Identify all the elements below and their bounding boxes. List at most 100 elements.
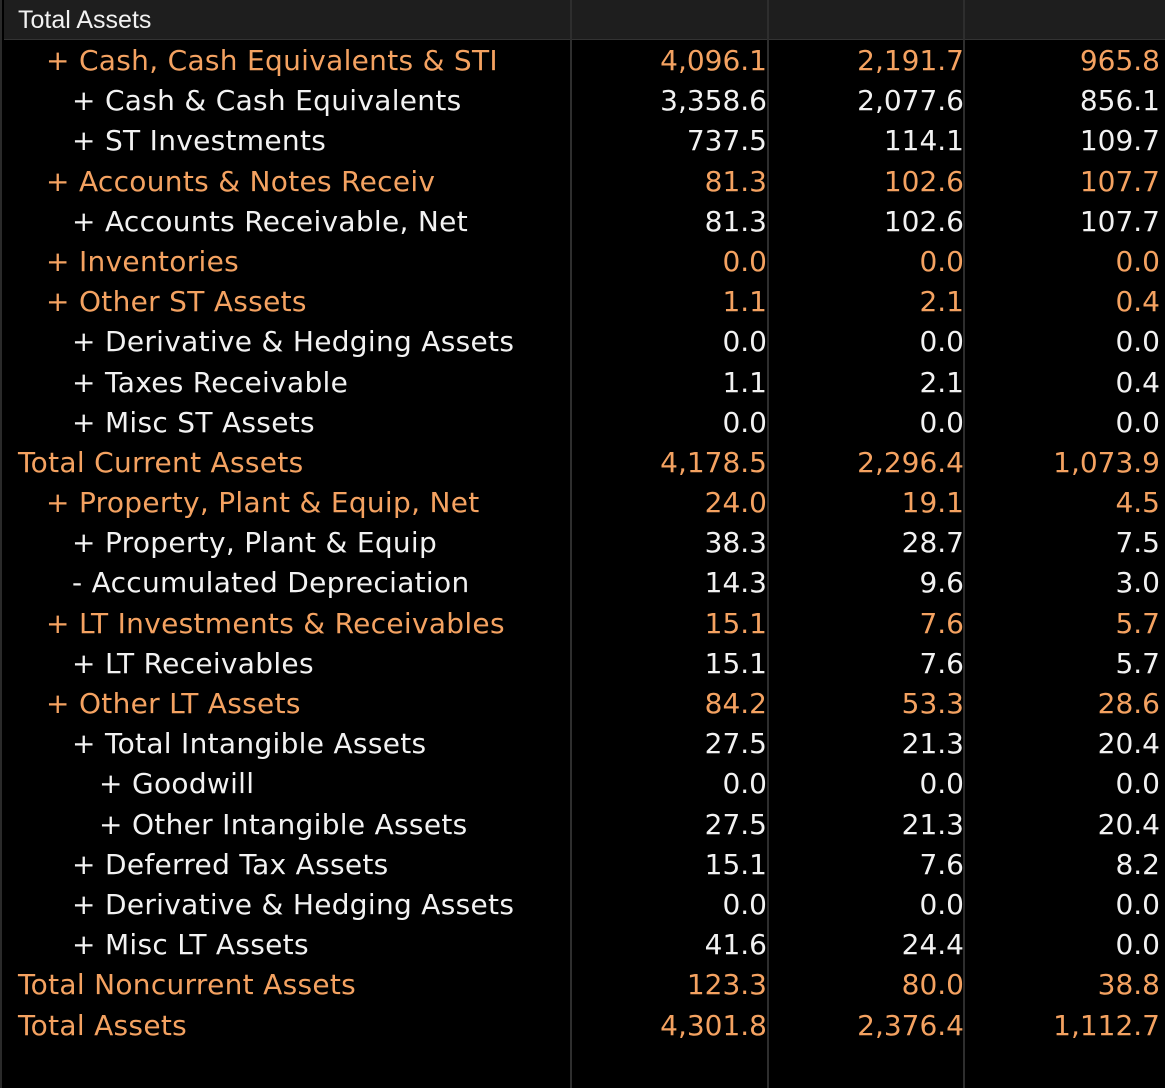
value-cell: 28.6 [1097, 687, 1160, 720]
value-cell: 0.0 [722, 887, 767, 921]
table-row[interactable]: + Total Intangible Assets 27.5 21.3 20.4 [2, 724, 1165, 764]
value-cell: 53.3 [901, 687, 964, 720]
table-row[interactable]: + Property, Plant & Equip, Net 24.0 19.1 4.… [2, 483, 1165, 523]
row-label: + Derivative & Hedging Assets [72, 325, 515, 359]
row-label: + Taxes Receivable [72, 365, 349, 399]
value-cell: 0.0 [1115, 244, 1160, 278]
value-cell: 84.2 [704, 687, 767, 720]
value-cell: 2,376.4 [857, 1008, 964, 1042]
value-cell: 4.5 [1115, 486, 1160, 520]
row-label: + Derivative & Hedging Assets [72, 887, 515, 921]
row-label: + Accounts & Notes Receiv [46, 164, 436, 198]
value-cell: 4,096.1 [660, 44, 767, 77]
value-cell: 123.3 [686, 968, 767, 1002]
value-cell: 8.2 [1115, 847, 1160, 881]
value-cell: 2.1 [919, 285, 964, 319]
value-cell: 2,077.6 [857, 84, 964, 118]
table-row[interactable]: + ST Investments 737.5 114.1 109.7 [2, 121, 1165, 161]
value-cell: 0.0 [1115, 887, 1160, 921]
value-cell: 4,301.8 [660, 1008, 767, 1042]
value-cell: 80.0 [901, 968, 964, 1002]
table-row[interactable]: + Cash & Cash Equivalents 3,358.6 2,077.6 8… [2, 81, 1165, 121]
table-row[interactable]: + LT Receivables 15.1 7.6 5.7 [2, 644, 1165, 684]
value-cell: 24.0 [704, 486, 767, 520]
value-cell: 1.1 [722, 365, 767, 399]
row-label: + ST Investments [72, 124, 327, 158]
table-row[interactable]: + Derivative & Hedging Assets 0.0 0.0 0.0 [2, 885, 1165, 925]
table-row[interactable]: + Taxes Receivable 1.1 2.1 0.4 [2, 363, 1165, 403]
value-cell: 0.4 [1115, 365, 1160, 399]
value-cell: 0.0 [1115, 928, 1160, 962]
row-label: Total Assets [18, 1008, 188, 1042]
value-cell: 107.7 [1079, 164, 1160, 198]
table-row[interactable]: Total Noncurrent Assets 123.3 80.0 38.8 [2, 965, 1165, 1005]
table-row[interactable]: + Accounts Receivable, Net 81.3 102.6 107.7 [2, 202, 1165, 242]
value-cell: 15.1 [704, 646, 767, 680]
table-row[interactable]: + Accounts & Notes Receiv 81.3 102.6 107.7 [2, 162, 1165, 202]
value-cell: 20.4 [1097, 727, 1160, 761]
value-cell: 7.6 [919, 847, 964, 881]
table-row[interactable]: + LT Investments & Receivables 15.1 7.6 5.7 [2, 604, 1165, 644]
value-cell: 0.0 [722, 405, 767, 439]
value-cell: 0.0 [1115, 325, 1160, 359]
value-cell: 27.5 [704, 807, 767, 841]
column-divider [767, 0, 769, 1088]
value-cell: 114.1 [883, 124, 964, 158]
value-cell: 107.7 [1079, 204, 1160, 238]
table-row[interactable]: Total Assets 4,301.8 2,376.4 1,112.7 [2, 1006, 1165, 1046]
value-cell: 1.1 [722, 285, 767, 319]
table-row[interactable]: + Other LT Assets 84.2 53.3 28.6 [2, 684, 1165, 724]
value-cell: 737.5 [686, 124, 767, 158]
column-divider [963, 0, 965, 1088]
value-cell: 2.1 [919, 365, 964, 399]
table-row[interactable]: + Deferred Tax Assets 15.1 7.6 8.2 [2, 845, 1165, 885]
table-row[interactable]: + Misc LT Assets 41.6 24.4 0.0 [2, 925, 1165, 965]
value-cell: 0.0 [1115, 767, 1160, 801]
value-cell: 1,112.7 [1053, 1008, 1160, 1042]
row-label: + Property, Plant & Equip [72, 526, 438, 560]
value-cell: 102.6 [883, 204, 964, 238]
row-label: + Cash, Cash Equivalents & STI [46, 44, 498, 77]
value-cell: 0.4 [1115, 285, 1160, 319]
value-cell: 81.3 [704, 204, 767, 238]
row-label: + Other LT Assets [46, 687, 301, 720]
value-cell: 856.1 [1079, 84, 1160, 118]
row-label: + Goodwill [99, 767, 255, 801]
row-label: Total Noncurrent Assets [18, 968, 357, 1002]
table-row[interactable]: + Other Intangible Assets 27.5 21.3 20.4 [2, 805, 1165, 845]
value-cell: 965.8 [1079, 44, 1160, 77]
table-row[interactable]: + Cash, Cash Equivalents & STI 4,096.1 2,1… [2, 41, 1165, 81]
value-cell: 0.0 [919, 325, 964, 359]
value-cell: 20.4 [1097, 807, 1160, 841]
table-body: + Cash, Cash Equivalents & STI 4,096.1 2,1… [2, 41, 1165, 1046]
table-row[interactable]: - Accumulated Depreciation 14.3 9.6 3.0 [2, 563, 1165, 603]
table-row[interactable]: + Property, Plant & Equip 38.3 28.7 7.5 [2, 523, 1165, 563]
row-label: + Inventories [46, 244, 240, 278]
row-label: + LT Investments & Receivables [46, 606, 505, 640]
column-divider [570, 0, 572, 1088]
value-cell: 15.1 [704, 847, 767, 881]
row-label: + LT Receivables [72, 646, 314, 680]
row-label: + Total Intangible Assets [72, 727, 427, 761]
table-row[interactable]: + Misc ST Assets 0.0 0.0 0.0 [2, 403, 1165, 443]
row-label: + Property, Plant & Equip, Net [46, 486, 480, 520]
value-cell: 5.7 [1115, 606, 1160, 640]
table-row[interactable]: + Derivative & Hedging Assets 0.0 0.0 0.0 [2, 322, 1165, 362]
value-cell: 9.6 [919, 566, 964, 600]
value-cell: 4,178.5 [660, 445, 767, 479]
table-row[interactable]: + Inventories 0.0 0.0 0.0 [2, 242, 1165, 282]
value-cell: 19.1 [901, 486, 964, 520]
table-row[interactable]: + Goodwill 0.0 0.0 0.0 [2, 764, 1165, 804]
value-cell: 15.1 [704, 606, 767, 640]
row-label: Total Current Assets [18, 445, 304, 479]
value-cell: 28.7 [901, 526, 964, 560]
value-cell: 2,296.4 [857, 445, 964, 479]
row-label: + Misc LT Assets [72, 928, 309, 962]
table-row[interactable]: Total Current Assets 4,178.5 2,296.4 1,073.… [2, 443, 1165, 483]
value-cell: 0.0 [919, 405, 964, 439]
table-row[interactable]: + Other ST Assets 1.1 2.1 0.4 [2, 282, 1165, 322]
value-cell: 81.3 [704, 164, 767, 198]
value-cell: 7.6 [919, 646, 964, 680]
value-cell: 1,073.9 [1053, 445, 1160, 479]
